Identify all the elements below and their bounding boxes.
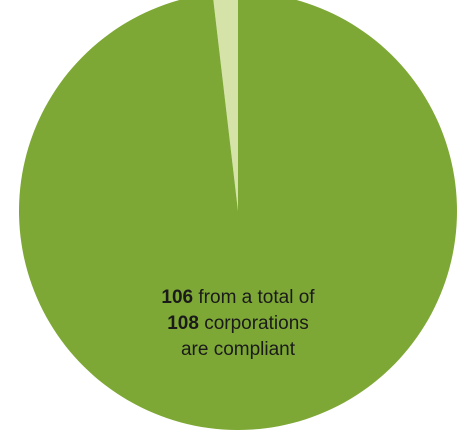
annotation-text-3: are compliant (180, 339, 296, 360)
pie-slice-compliant (19, 0, 458, 430)
annotation-line-3: are compliant (118, 337, 358, 363)
compliant-count: 106 (161, 287, 194, 308)
annotation-line-2: 108 corporations (118, 311, 358, 337)
annotation-line-1: 106 from a total of (118, 285, 358, 311)
chart-annotation: 106 from a total of 108 corporations are… (118, 285, 358, 363)
annotation-text-2: corporations (198, 313, 309, 334)
annotation-text-1: from a total of (193, 287, 315, 308)
pie-slice-non-compliant (213, 0, 238, 211)
total-count: 108 (167, 313, 199, 334)
